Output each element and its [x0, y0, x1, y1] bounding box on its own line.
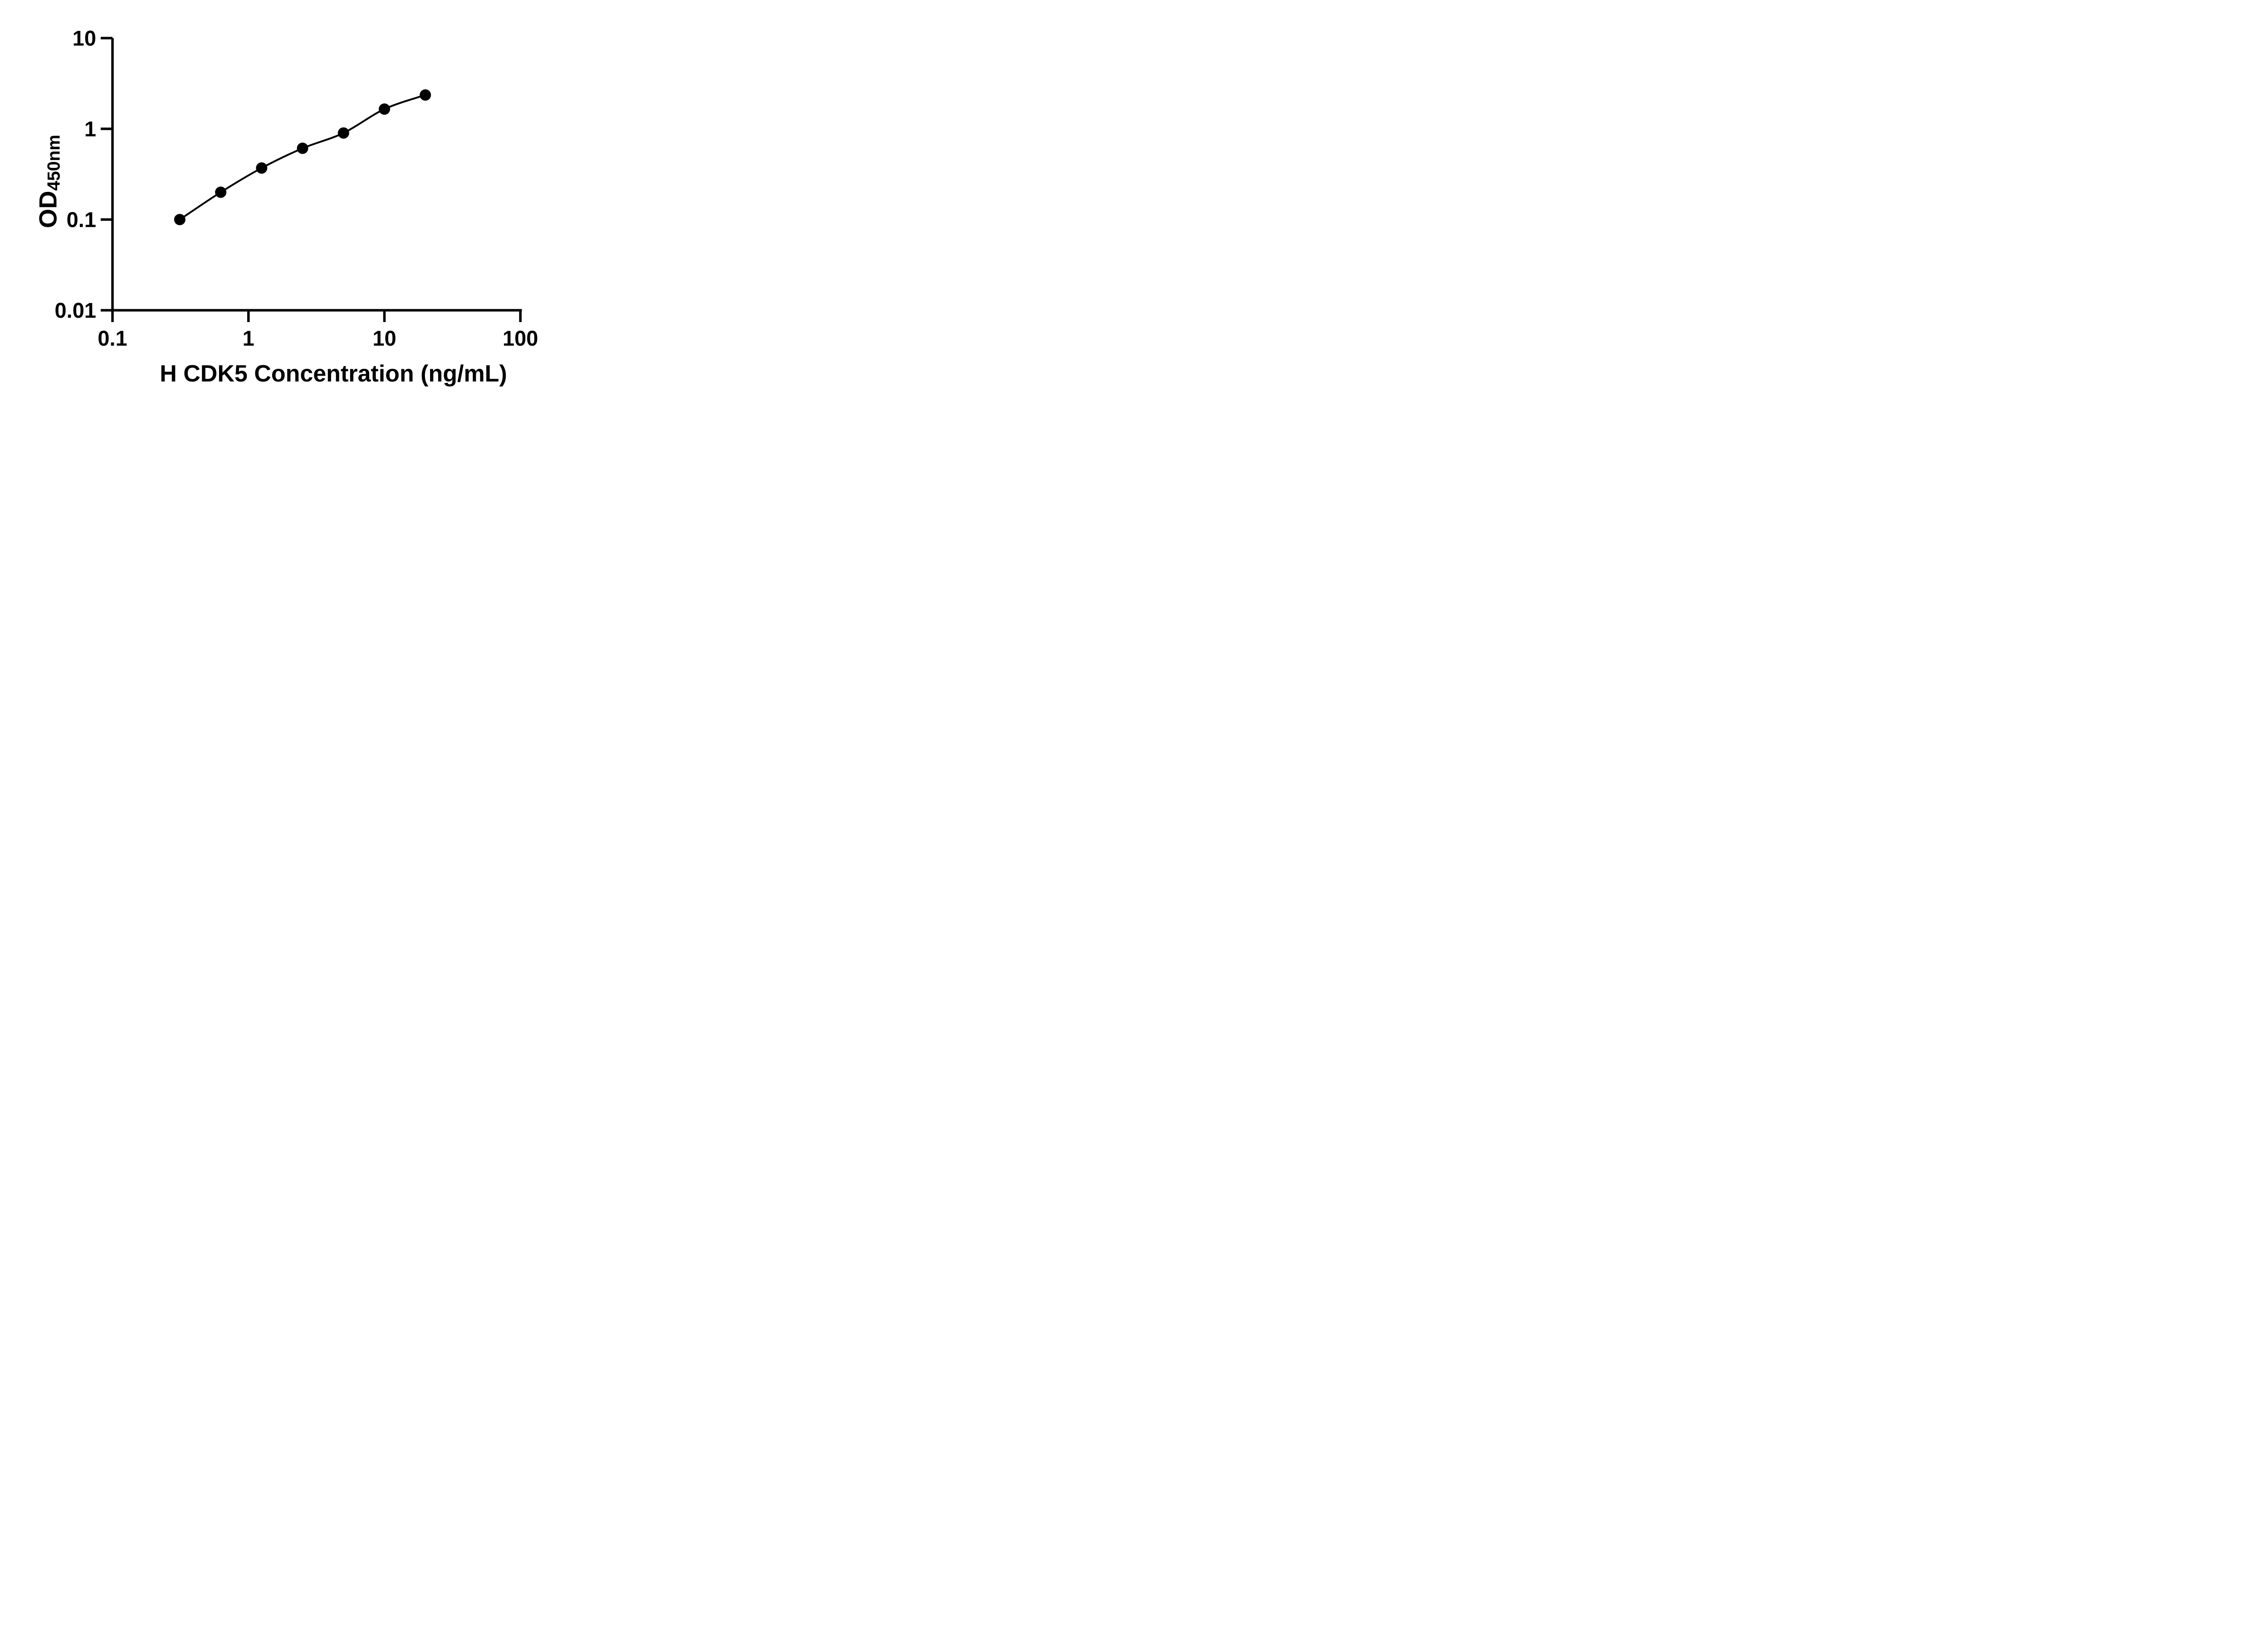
elisa-standard-curve-chart: 10 1 0.1 0.01 0.1 1 10 100 H CDK5 Concen… [0, 0, 583, 408]
y-axis-title-subscript: 450nm [44, 134, 64, 191]
x-tick-label-1: 1 [242, 326, 254, 350]
x-axis-title: H CDK5 Concentration (ng/mL) [160, 361, 507, 387]
data-point-0.3125 [174, 214, 186, 225]
y-tick-label-0p01: 0.01 [54, 298, 96, 323]
data-point-1.25 [256, 162, 268, 174]
y-tick-label-0p1: 0.1 [66, 207, 96, 232]
data-point-2.5 [297, 142, 308, 154]
standard-curve-line [179, 94, 426, 220]
y-tick-label-10: 10 [72, 26, 96, 50]
x-tick-label-0p1: 0.1 [98, 326, 127, 350]
axis-spines [111, 38, 522, 312]
data-point-10 [379, 103, 390, 115]
y-axis-title-main: OD [34, 191, 62, 229]
x-tick-label-10: 10 [372, 326, 396, 350]
y-axis-title: OD 450nm [34, 134, 64, 229]
y-tick-label-1: 1 [84, 117, 96, 141]
data-point-5 [337, 127, 349, 139]
x-tick-label-100: 100 [503, 326, 538, 350]
data-point-0.625 [215, 186, 227, 198]
data-point-20 [420, 89, 431, 101]
plot-area [101, 37, 522, 322]
